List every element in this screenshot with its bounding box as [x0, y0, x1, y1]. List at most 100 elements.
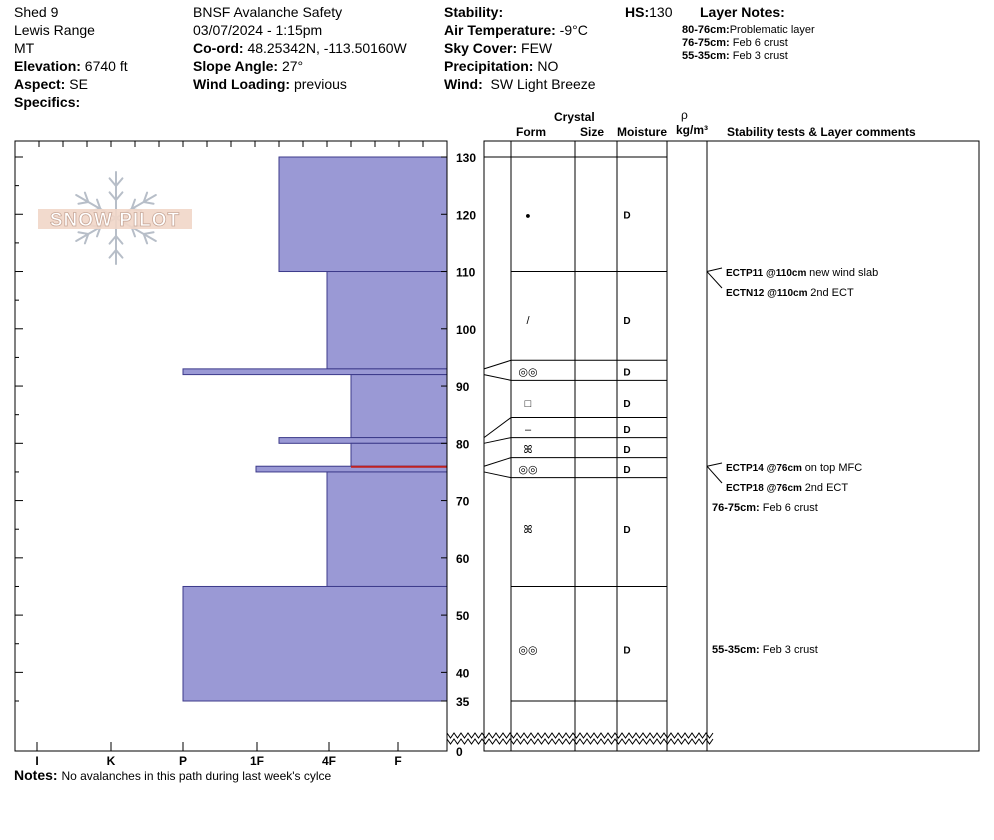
moisture-value: D [623, 445, 630, 456]
snowflake-branch [142, 231, 155, 235]
moisture-value: D [623, 399, 630, 410]
snowflake-branch [83, 233, 90, 245]
moisture-value: D [623, 425, 630, 436]
depth-label: 35 [456, 695, 470, 709]
layer-note-text: Problematic layer [729, 24, 815, 36]
specifics-label: Specifics: [14, 94, 81, 110]
snowflake-branch [96, 198, 102, 210]
sky-value: FEW [521, 40, 553, 56]
slope-angle: Slope Angle: 27° [193, 57, 303, 75]
layer-comment-text: Feb 6 crust [763, 502, 818, 514]
snowflake-branch [115, 235, 124, 245]
aspect-label: Aspect: [14, 76, 66, 92]
depth-label: 0 [456, 745, 463, 759]
layer-note-range: 80-76cm: [682, 24, 730, 36]
hardness-layer-bar [182, 585, 448, 702]
aspect-value: SE [69, 76, 88, 92]
coord-value: 48.25342N, -113.50160W [247, 40, 407, 56]
snowflake-branch [83, 191, 90, 203]
grain-form-symbol: ◎◎ [518, 464, 537, 476]
test-pointer [706, 271, 723, 289]
grain-form-symbol: ◎◎ [518, 644, 537, 656]
grain-form-symbol: ꕤ [523, 444, 532, 456]
wind: Wind: SW Light Breeze [444, 75, 596, 93]
layer-note: 76-75cm: Feb 6 crust [682, 37, 788, 49]
snowflake-branch [142, 233, 149, 245]
layer-comment: 55-35cm: Feb 3 crust [712, 644, 818, 656]
stability-test: ECTP14 @76cm on top MFC [726, 462, 862, 474]
precipitation: Precipitation: NO [444, 57, 558, 75]
hardness-label: P [179, 754, 187, 768]
grain-form-symbol: ◎◎ [518, 367, 537, 379]
layer-notes-title: Layer Notes: [700, 4, 785, 20]
grain-form-symbol: – [525, 424, 532, 436]
snowflake-branch [115, 249, 124, 259]
layer-note: 55-35cm: Feb 3 crust [682, 50, 788, 62]
stability-comments: ECTP11 @110cm new wind slab ECTN12 @110cm… [706, 267, 878, 656]
hardness-label: 4F [322, 754, 336, 768]
precip-value: NO [537, 58, 559, 74]
mountain-range: Lewis Range [14, 22, 95, 38]
moisture-value: D [623, 368, 630, 379]
depth-label: 50 [456, 609, 470, 623]
wind-label: Wind: [444, 76, 483, 92]
hs-label: HS: [625, 4, 650, 20]
wind-loading: Wind Loading: previous [193, 75, 347, 93]
hardness-layer-bar [350, 442, 448, 467]
test-comment: 2nd ECT [810, 287, 854, 299]
logo-text: SNOW PILOT [50, 210, 180, 231]
air-temp-label: Air Temperature: [444, 22, 556, 38]
test-pointer [706, 462, 723, 467]
layer-connector [483, 437, 512, 444]
aspect: Aspect: SE [14, 75, 88, 93]
snowflake-branch [142, 191, 149, 203]
depth-label: 110 [456, 266, 476, 280]
layer-note-range: 76-75cm: [682, 37, 730, 49]
depth-axis: 130 120 110 100 90 80 70 60 50 40 35 0 [441, 141, 714, 759]
coordinates: Co-ord: 48.25342N, -113.50160W [193, 39, 407, 57]
grain-form-symbol: ● [525, 210, 530, 220]
snowflake-branch [77, 201, 90, 205]
grain-form-symbol: ꕤ [523, 524, 532, 536]
hardness-layers [182, 156, 448, 702]
depth-label: 40 [456, 666, 470, 680]
test-code: ECTP11 @110cm [726, 268, 809, 279]
snowflake-branch [108, 177, 117, 187]
layer-note-range: 55-35cm: [682, 50, 730, 62]
axis-break-line [446, 738, 714, 745]
depth-label: 90 [456, 380, 470, 394]
test-code: ECTP14 @76cm [726, 463, 805, 474]
layer-connector [483, 471, 512, 479]
layer-comment-range: 55-35cm: [712, 644, 763, 656]
hardness-layer-bar [326, 271, 448, 370]
hardness-layer-bar [182, 368, 448, 376]
notes-text: No avalanches in this path during last w… [61, 769, 332, 783]
precip-label: Precipitation: [444, 58, 534, 74]
moisture-value: D [623, 645, 630, 656]
wind-loading-label: Wind Loading: [193, 76, 291, 92]
layer-comment-text: Feb 3 crust [763, 644, 818, 656]
test-comment: new wind slab [809, 267, 878, 279]
profile-frame: I K P 1F 4F F [14, 140, 980, 768]
crystal-table: ● D / D ◎◎ D □ D – D ꕤ D ◎◎ D ꕤ D ◎◎ D [483, 156, 667, 702]
snowflake-branch [115, 191, 124, 201]
stability-test: ECTP18 @76cm 2nd ECT [726, 482, 848, 494]
notes-label: Notes: [14, 767, 58, 783]
elevation-label: Elevation: [14, 58, 81, 74]
test-code: ECTP18 @76cm [726, 483, 805, 494]
depth-label: 100 [456, 323, 476, 337]
state: MT [14, 40, 35, 56]
slope-value: 27° [281, 58, 304, 74]
layer-connector [483, 359, 512, 370]
snowflake-branch [108, 235, 117, 245]
coord-label: Co-ord: [193, 40, 244, 56]
grain-form-symbol: □ [525, 398, 532, 410]
density-unit: kg/m³ [676, 123, 709, 137]
test-code: ECTN12 @110cm [726, 288, 810, 299]
hardness-label: K [107, 754, 116, 768]
moisture-value: D [623, 316, 630, 327]
snowflake-branch [130, 198, 136, 210]
snowflake-branch [142, 201, 155, 205]
layer-comment-range: 76-75cm: [712, 502, 763, 514]
table-border [483, 140, 980, 752]
